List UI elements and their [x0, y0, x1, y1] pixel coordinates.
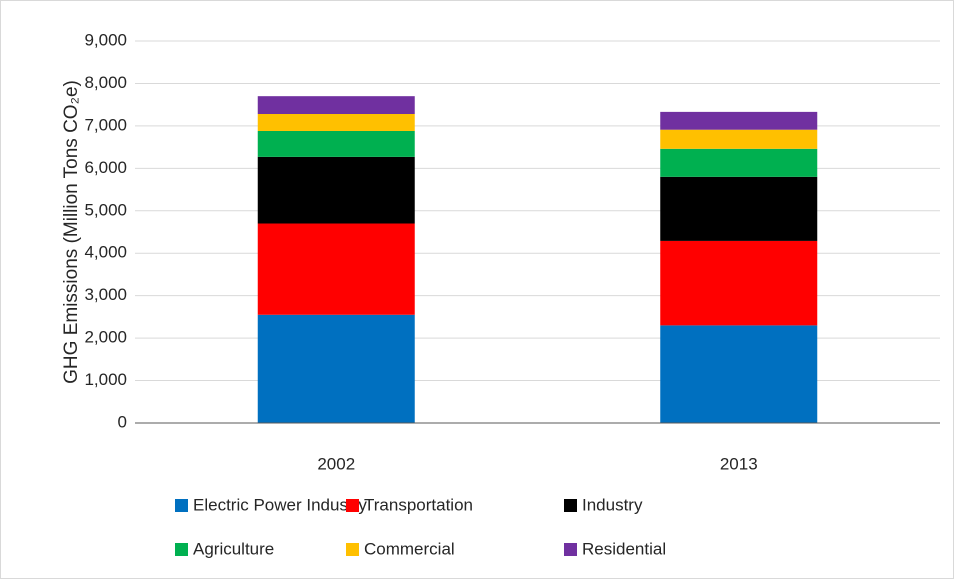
y-tick-label: 1,000	[84, 370, 127, 389]
bar-segment	[257, 314, 415, 423]
legend-swatch	[346, 543, 359, 556]
legend-swatch	[564, 499, 577, 512]
x-tick-label: 2002	[317, 454, 355, 473]
bar-segment	[257, 223, 415, 315]
legend-label: Electric Power Industry	[193, 495, 367, 514]
bar-segment	[257, 156, 415, 224]
bar-segment	[660, 325, 818, 423]
legend-swatch	[175, 499, 188, 512]
bar-segment	[257, 130, 415, 157]
legend-label: Transportation	[364, 495, 473, 514]
y-tick-label: 3,000	[84, 285, 127, 304]
y-tick-label: 2,000	[84, 328, 127, 347]
bar-segment	[660, 111, 818, 130]
x-tick-label: 2013	[720, 454, 758, 473]
legend-label: Agriculture	[193, 539, 274, 558]
bar-segment	[660, 148, 818, 177]
y-tick-label: 6,000	[84, 158, 127, 177]
legend-swatch	[564, 543, 577, 556]
y-tick-label: 9,000	[84, 30, 127, 49]
y-tick-label: 8,000	[84, 73, 127, 92]
y-tick-label: 5,000	[84, 200, 127, 219]
y-axis-label: GHG Emissions (Million Tons CO₂e)	[61, 80, 82, 384]
legend-swatch	[175, 543, 188, 556]
legend-swatch	[346, 499, 359, 512]
bar-segment	[660, 240, 818, 326]
bar-segment	[257, 114, 415, 131]
bar-segment	[660, 176, 818, 241]
bar-segment	[257, 96, 415, 115]
legend-label: Residential	[582, 539, 666, 558]
y-tick-label: 0	[118, 412, 127, 431]
y-tick-label: 4,000	[84, 243, 127, 262]
legend-label: Commercial	[364, 539, 455, 558]
y-tick-label: 7,000	[84, 115, 127, 134]
legend-label: Industry	[582, 495, 643, 514]
bar-segment	[660, 129, 818, 149]
